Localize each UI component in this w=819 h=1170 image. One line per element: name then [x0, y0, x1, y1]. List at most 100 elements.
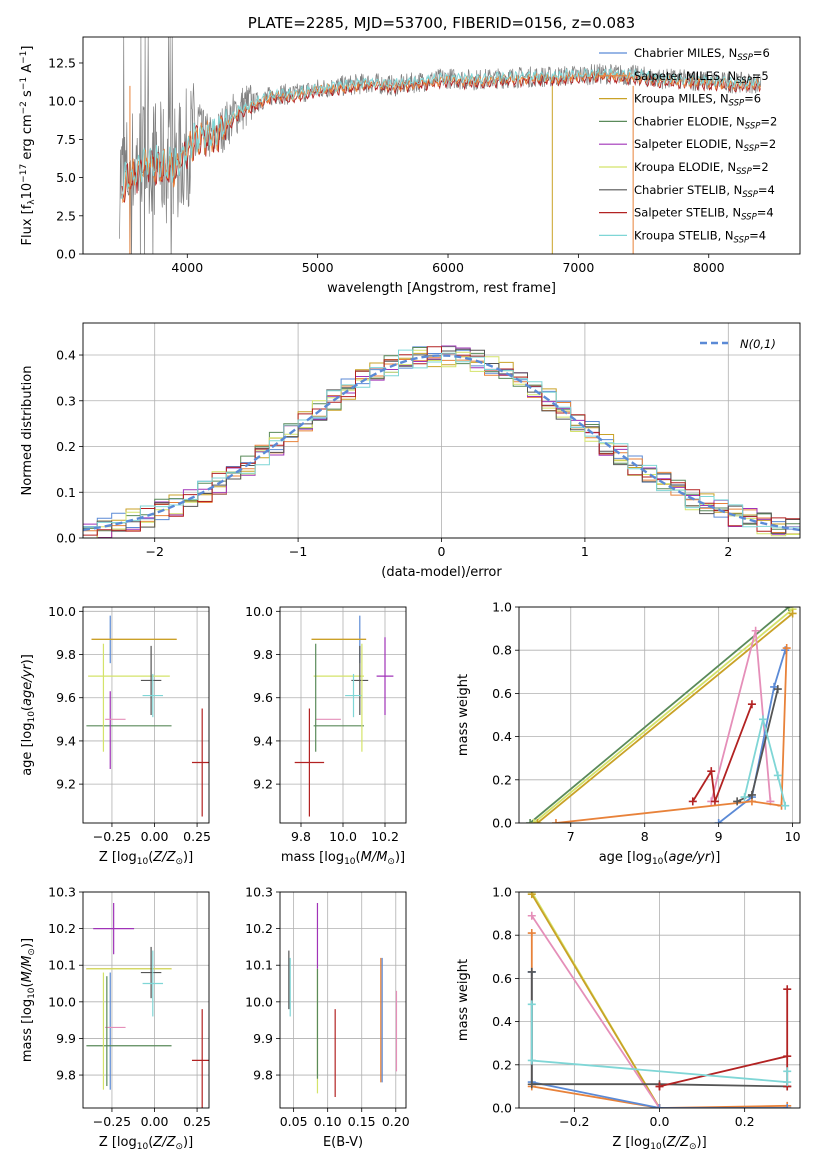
- mass-weight-marker: [527, 892, 536, 899]
- legend-sub: SSP: [745, 121, 761, 131]
- mass-weight-series: [707, 626, 775, 806]
- label-part: (: [148, 850, 153, 865]
- label-part: (: [356, 850, 361, 865]
- age_vs_Z-axes: −0.25 0.00 0.259.29.49.69.810.0Z [log10(Z/…: [20, 604, 211, 867]
- label-part: age [log: [599, 850, 652, 865]
- y-axis-label: Normed distribution: [20, 366, 35, 496]
- mass-weight-marker: [527, 929, 536, 938]
- mass_vs_ebv-axes: 0.05 0.10 0.15 0.20 9.8 9.9 10.0 10.1 10.2 10.3 E(…: [245, 885, 410, 1151]
- label-part: (data-model)/error: [381, 565, 502, 580]
- label-part: Z [log: [612, 1135, 650, 1150]
- mass-weight-line: [533, 608, 794, 823]
- y-tick-label: 0.3: [56, 393, 76, 408]
- x-tick-label: −0.25: [93, 1114, 131, 1129]
- label-part: −17: [19, 164, 29, 183]
- x-axis-label: E(B-V): [323, 1135, 363, 1150]
- y-tick-label: 9.8: [56, 1068, 76, 1083]
- y-tick-label: 9.2: [56, 777, 76, 792]
- mass-weight-line: [531, 915, 661, 1108]
- legend-item: Salpeter STELIB, NSSP=4: [599, 206, 774, 223]
- x-tick-label: 0.2: [735, 1114, 755, 1129]
- label-part: −2: [19, 101, 29, 114]
- mass-weight-series: [740, 715, 790, 810]
- label-part: 10: [20, 183, 35, 200]
- label-part: )]: [20, 938, 35, 948]
- legend-sub: SSP: [737, 53, 753, 63]
- y-tick-label: 1.0: [492, 600, 512, 615]
- y-tick-label: 2.5: [56, 208, 76, 223]
- x-tick-label: 9.8: [291, 829, 311, 844]
- legend-sub: SSP: [744, 144, 760, 154]
- legend-text: Kroupa ELODIE, N: [634, 160, 736, 174]
- legend-label: Chabrier STELIB, NSSP=4: [634, 183, 775, 200]
- label-part: )]: [183, 1135, 193, 1150]
- label-part: age/yr: [668, 850, 711, 865]
- x-tick-label: 0.15: [348, 1114, 376, 1129]
- legend-item: Chabrier ELODIE, NSSP=2: [599, 114, 777, 131]
- legend: N(0,1): [700, 337, 776, 351]
- mass-weight-line: [530, 1004, 789, 1084]
- label-part: )]: [183, 850, 193, 865]
- y-tick-label: 0.4: [56, 348, 76, 363]
- residuals-axes: −2 −1 0 1 2 0.0 0.1 0.2 0.3 0.4 (data-model)/error…: [20, 322, 801, 580]
- x-tick-label: 8: [641, 829, 649, 844]
- error-bar-point: [142, 673, 164, 718]
- legend-tail: =4: [757, 206, 774, 220]
- legend-item: Kroupa ELODIE, NSSP=2: [599, 160, 769, 177]
- mass-weight-marker: [527, 1056, 536, 1065]
- x-axis-label: Z [log10(Z/Z⊙)]: [99, 850, 193, 867]
- y-tick-label: 0.0: [492, 816, 512, 831]
- mass-weight-marker: [526, 819, 535, 823]
- axes-frame: [279, 606, 407, 824]
- x-tick-label: 0.00: [141, 829, 169, 844]
- label-part: Z/Z: [152, 1135, 176, 1150]
- label-part: (: [148, 1135, 153, 1150]
- mass-weight-series: [688, 700, 756, 806]
- mass-weight-marker: [529, 819, 538, 823]
- label-part: Z/Z: [666, 1135, 690, 1150]
- legend-tail: =6: [744, 92, 761, 106]
- legend-text: Salpeter STELIB, N: [634, 206, 741, 220]
- mass-weight-series: [527, 1000, 792, 1087]
- mass-weight-marker: [688, 797, 697, 806]
- mass-weight-marker: [707, 767, 716, 776]
- legend-text: Chabrier STELIB, N: [634, 183, 742, 197]
- x-tick-label: 7: [567, 829, 575, 844]
- age_vs_mass-plot-area: [294, 615, 394, 817]
- label-part: −1: [19, 51, 29, 64]
- legend-label: Salpeter ELODIE, NSSP=2: [634, 137, 776, 154]
- y-tick-label: 9.9: [56, 1031, 76, 1046]
- label-part: 10: [652, 857, 664, 867]
- error-bar-point: [142, 950, 164, 1017]
- label-part: E(B-V): [323, 1135, 363, 1150]
- label-part: 10: [137, 1142, 149, 1152]
- y-axis-label: age [log10(age/yr)]: [20, 654, 37, 776]
- mass-weight-marker: [551, 819, 560, 823]
- x-tick-label: 1: [581, 544, 589, 559]
- label-part: 10: [27, 987, 37, 999]
- legend-label: N(0,1): [740, 337, 776, 351]
- mass-weight-marker: [783, 1052, 792, 1061]
- mass-weight-marker: [773, 685, 782, 694]
- mass-weight-series: [527, 911, 664, 1108]
- legend-label: Kroupa MILES, NSSP=6: [634, 92, 761, 109]
- y-tick-label: 9.8: [253, 1068, 273, 1083]
- mass-weight-marker: [747, 790, 756, 799]
- legend-label: Chabrier MILES, NSSP=6: [634, 46, 770, 63]
- legend-item: Chabrier STELIB, NSSP=4: [599, 183, 775, 200]
- legend-text: Kroupa STELIB, N: [634, 228, 734, 242]
- x-tick-label: 8000: [693, 260, 725, 275]
- legend-tail: =4: [749, 228, 766, 242]
- residuals-plot-area: [83, 345, 800, 538]
- y-tick-label: 10.1: [245, 958, 273, 973]
- y-tick-label: 9.9: [253, 1031, 273, 1046]
- label-part: mass weight: [456, 959, 471, 1041]
- x-tick-label: −2: [145, 544, 163, 559]
- mass-weight-marker: [733, 797, 742, 806]
- legend-sub: SSP: [734, 235, 750, 245]
- label-part: ⊙: [689, 1142, 697, 1152]
- gaussian-curve: [83, 354, 800, 532]
- axes-frame: [518, 891, 801, 1109]
- legend-label: Salpeter MILES, NSSP=5: [634, 69, 769, 86]
